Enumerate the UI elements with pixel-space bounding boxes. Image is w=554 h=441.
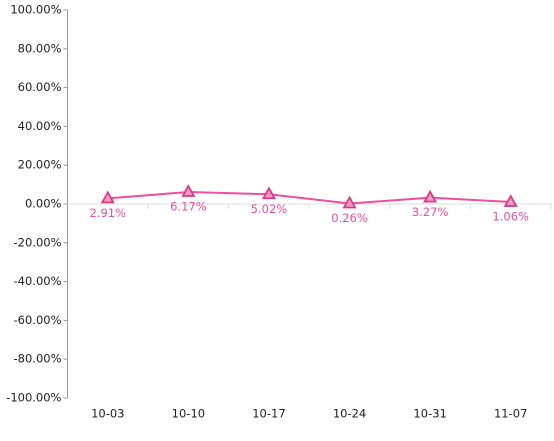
y-tick-label: 20.00%: [18, 158, 62, 172]
marker: [261, 186, 276, 200]
y-tick-label: 0.00%: [25, 197, 62, 211]
y-tick-label: 100.00%: [10, 3, 61, 17]
marker: [100, 190, 115, 204]
y-tick-label: -20.00%: [14, 235, 62, 249]
value-label: 6.17%: [170, 200, 207, 214]
x-tick-label: 11-07: [494, 407, 527, 421]
marker: [423, 189, 438, 203]
x-tick-label: 10-03: [91, 407, 124, 421]
y-tick-label: -60.00%: [14, 313, 62, 327]
x-tick-label: 10-17: [252, 407, 285, 421]
marker: [342, 195, 357, 209]
y-tick-label: 80.00%: [18, 41, 62, 55]
value-label: 1.06%: [492, 209, 529, 223]
x-tick-label: 10-31: [413, 407, 446, 421]
y-tick-label: 40.00%: [18, 119, 62, 133]
x-tick-label: 10-24: [333, 407, 366, 421]
y-tick-label: 60.00%: [18, 80, 62, 94]
value-label: 5.02%: [251, 202, 288, 216]
y-tick-label: -80.00%: [14, 352, 62, 366]
value-label: 2.91%: [90, 206, 127, 220]
value-label: 0.26%: [331, 211, 368, 225]
x-tick-label: 10-10: [172, 407, 205, 421]
marker: [181, 184, 196, 197]
y-tick-label: -100.00%: [6, 391, 61, 405]
line: [107, 191, 511, 205]
y-tick-label: -40.00%: [14, 274, 62, 288]
value-label: 3.27%: [412, 205, 449, 219]
marker: [503, 194, 518, 207]
